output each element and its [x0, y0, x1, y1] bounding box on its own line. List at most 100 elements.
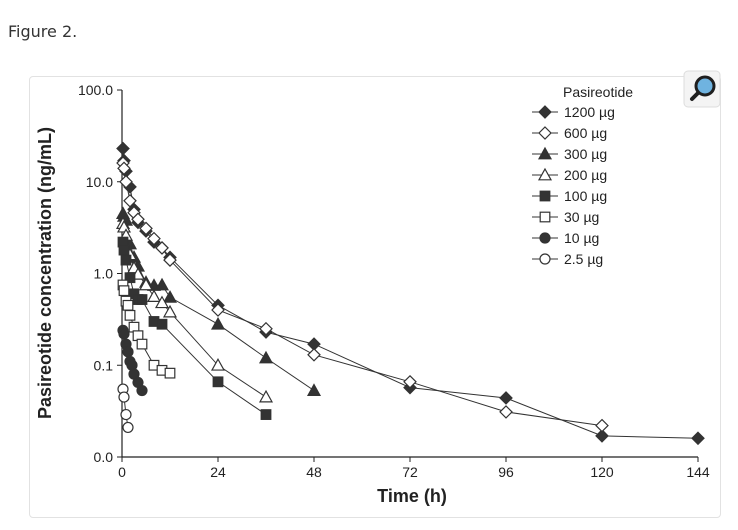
- figure-caption: Figure 2.: [8, 22, 78, 41]
- legend-item: 1200 µg: [532, 104, 615, 120]
- y-axis-label: Pasireotide concentration (ng/mL): [35, 127, 55, 419]
- legend-swatch-marker: [539, 253, 551, 265]
- data-point: [595, 429, 609, 443]
- x-tick-label: 24: [210, 464, 226, 480]
- data-point: [210, 316, 226, 330]
- y-tick-label: 10.0: [86, 174, 113, 190]
- data-point: [212, 376, 224, 388]
- data-point: [122, 421, 134, 434]
- data-point: [499, 405, 513, 419]
- data-point: [124, 309, 136, 321]
- data-point: [163, 253, 177, 267]
- data-point: [118, 244, 130, 256]
- series-7: [117, 383, 134, 434]
- data-point: [118, 328, 130, 340]
- magnifier-icon: [683, 70, 721, 108]
- data-point: [499, 391, 513, 405]
- legend-swatch-marker: [538, 105, 552, 119]
- legend-label: 300 µg: [564, 146, 607, 162]
- data-point: [210, 358, 226, 371]
- legend: Pasireotide 1200 µg 600 µg 300 µg 200 µg 100 …: [532, 84, 633, 267]
- data-point: [146, 289, 162, 303]
- data-point: [260, 409, 272, 420]
- data-point: [131, 212, 145, 227]
- data-point: [119, 174, 133, 189]
- legend-label: 100 µg: [564, 188, 607, 204]
- legend-swatch-marker: [539, 232, 551, 244]
- x-tick-label: 120: [590, 464, 614, 480]
- series-4: [117, 236, 272, 420]
- legend-label: 30 µg: [564, 209, 599, 225]
- data-point: [124, 272, 136, 284]
- legend-item: 10 µg: [532, 230, 599, 246]
- legend-label: 200 µg: [564, 167, 607, 183]
- x-axis-label: Time (h): [377, 486, 447, 506]
- data-point: [116, 141, 130, 156]
- x-tick-label: 48: [306, 464, 322, 480]
- legend-item: 600 µg: [532, 125, 607, 141]
- data-point: [155, 241, 169, 255]
- data-point: [162, 290, 178, 303]
- data-point: [162, 304, 178, 318]
- data-point: [136, 384, 148, 397]
- data-point: [307, 347, 321, 362]
- series-line: [122, 223, 267, 398]
- series-5: [117, 279, 176, 379]
- data-point: [403, 374, 417, 389]
- data-point: [147, 231, 161, 246]
- legend-item: 200 µg: [532, 167, 607, 183]
- legend-item: 2.5 µg: [532, 251, 603, 267]
- data-point: [258, 350, 274, 364]
- legend-swatch-marker: [539, 211, 551, 223]
- legend-swatch-marker: [537, 167, 553, 181]
- series-6: [117, 324, 148, 397]
- data-point: [154, 277, 170, 291]
- data-point: [691, 431, 705, 446]
- data-point: [595, 418, 609, 433]
- legend-item: 30 µg: [532, 209, 599, 225]
- axes: 0.0 0.1 1.0 10.0 100.0 0 24 48 72 96 120 144: [78, 82, 710, 480]
- legend-swatch-marker: [539, 190, 551, 202]
- series-1: [116, 156, 609, 433]
- series-0: [116, 141, 705, 446]
- legend-item: 300 µg: [532, 146, 607, 162]
- series-layer: [115, 141, 705, 446]
- data-point: [211, 303, 225, 317]
- data-point: [120, 254, 132, 266]
- legend-label: 10 µg: [564, 230, 599, 246]
- y-tick-label: 0.0: [94, 449, 114, 465]
- y-tick-label: 100.0: [78, 82, 113, 98]
- legend-label: 600 µg: [564, 125, 607, 141]
- data-point: [306, 383, 322, 396]
- data-point: [164, 367, 176, 379]
- data-point: [154, 295, 170, 309]
- legend-item: 100 µg: [532, 188, 607, 204]
- y-tick-label: 0.1: [94, 357, 114, 373]
- data-point: [118, 285, 130, 297]
- x-tick-label: 0: [118, 464, 126, 480]
- data-point: [139, 221, 153, 236]
- series-line: [122, 148, 699, 439]
- y-tick-label: 1.0: [94, 266, 114, 282]
- zoom-button[interactable]: [683, 70, 721, 108]
- x-tick-label: 144: [686, 464, 710, 480]
- data-point: [258, 389, 274, 403]
- data-point: [136, 294, 148, 305]
- x-tick-label: 96: [498, 464, 514, 480]
- legend-swatch-marker: [538, 126, 552, 140]
- legend-title: Pasireotide: [563, 84, 633, 100]
- data-point: [120, 408, 132, 421]
- data-point: [123, 193, 137, 208]
- data-point: [122, 299, 134, 311]
- data-point: [138, 277, 154, 291]
- legend-swatch-marker: [537, 146, 553, 160]
- x-tick-label: 72: [402, 464, 418, 480]
- data-point: [136, 338, 148, 350]
- data-point: [259, 321, 273, 336]
- legend-label: 1200 µg: [564, 104, 615, 120]
- data-point: [156, 318, 168, 330]
- data-point: [118, 391, 130, 403]
- data-point: [117, 161, 131, 176]
- data-point: [122, 346, 134, 358]
